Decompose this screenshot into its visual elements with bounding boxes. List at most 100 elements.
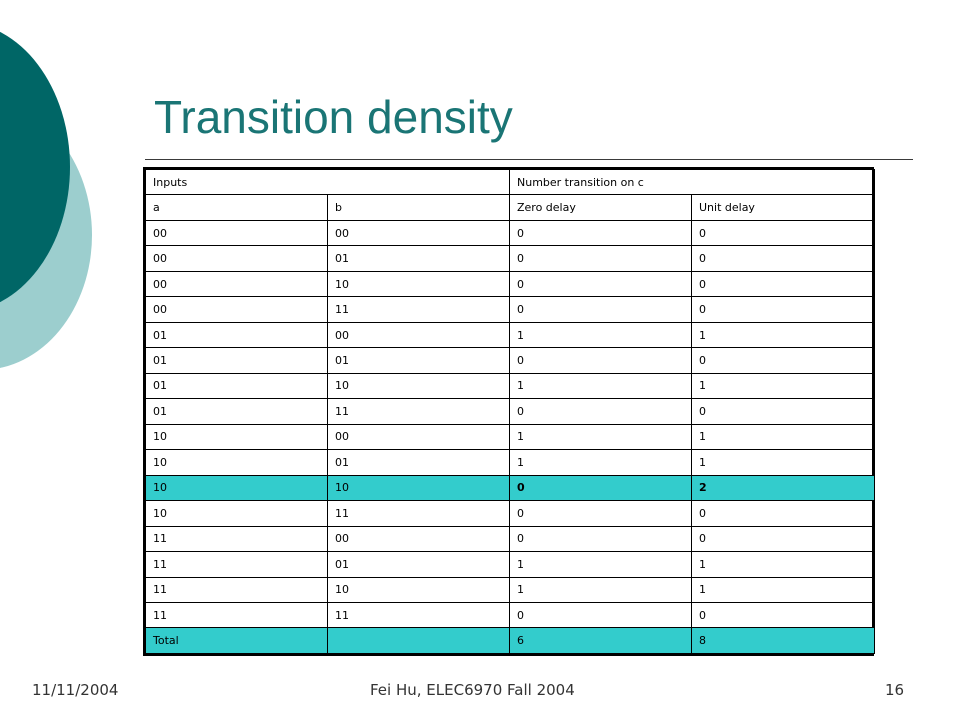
table-row: 11 01 1 1 <box>145 551 875 578</box>
cell-b: 01 <box>327 245 510 272</box>
cell-b: 00 <box>327 219 510 247</box>
cell-zero-delay: 1 <box>509 551 692 578</box>
cell-zero-delay: 1 <box>509 576 692 603</box>
cell-unit-delay: 1 <box>691 321 875 349</box>
header-unit-delay: Unit delay <box>691 194 875 221</box>
cell-zero-delay: 0 <box>509 474 692 502</box>
table-row: 00 00 0 0 <box>145 219 875 247</box>
cell-zero-delay: 1 <box>509 423 692 451</box>
table-row: 10 00 1 1 <box>145 423 875 451</box>
header-a: a <box>145 194 328 221</box>
cell-zero-delay: 0 <box>509 270 692 298</box>
table-row: 10 10 0 2 <box>145 474 875 502</box>
cell-zero-delay: 1 <box>509 449 692 476</box>
table-row: 00 11 0 0 <box>145 296 875 323</box>
cell-b: 00 <box>327 321 510 349</box>
cell-a: 11 <box>145 525 328 553</box>
table-header-row: Inputs Number transition on c <box>145 168 875 196</box>
cell-b: 00 <box>327 423 510 451</box>
table-row: 01 10 1 1 <box>145 372 875 400</box>
cell-b: 10 <box>327 270 510 298</box>
header-inputs: Inputs <box>145 168 510 196</box>
cell-b: 11 <box>327 398 510 425</box>
header-zero-delay: Zero delay <box>509 194 692 221</box>
cell-a: 01 <box>145 321 328 349</box>
cell-b: 10 <box>327 372 510 400</box>
cell-b: 01 <box>327 347 510 374</box>
cell-b: 01 <box>327 449 510 476</box>
cell-unit-delay: 0 <box>691 245 875 272</box>
table-total-row: Total 6 8 <box>145 627 875 654</box>
cell-a: 10 <box>145 474 328 502</box>
table-row: 11 11 0 0 <box>145 601 875 629</box>
cell-zero-delay: 0 <box>509 296 692 323</box>
cell-unit-delay: 0 <box>691 500 875 527</box>
header-number-transition: Number transition on c <box>509 168 875 196</box>
cell-a: 10 <box>145 423 328 451</box>
cell-a: 00 <box>145 296 328 323</box>
cell-zero-delay: 0 <box>509 347 692 374</box>
cell-b: 10 <box>327 576 510 603</box>
cell-zero-delay: 0 <box>509 398 692 425</box>
cell-a: 01 <box>145 372 328 400</box>
cell-unit-delay: 0 <box>691 219 875 247</box>
total-b <box>327 627 510 654</box>
table-row: 10 01 1 1 <box>145 449 875 476</box>
cell-a: 11 <box>145 601 328 629</box>
transition-table: Inputs Number transition on c a b Zero d… <box>143 167 875 656</box>
cell-unit-delay: 1 <box>691 423 875 451</box>
table-row: 01 00 1 1 <box>145 321 875 349</box>
cell-unit-delay: 0 <box>691 347 875 374</box>
cell-b: 10 <box>327 474 510 502</box>
cell-unit-delay: 1 <box>691 576 875 603</box>
table-row: 01 11 0 0 <box>145 398 875 425</box>
cell-b: 11 <box>327 601 510 629</box>
cell-zero-delay: 0 <box>509 500 692 527</box>
cell-unit-delay: 0 <box>691 296 875 323</box>
cell-unit-delay: 0 <box>691 270 875 298</box>
cell-b: 01 <box>327 551 510 578</box>
table-row: 11 10 1 1 <box>145 576 875 603</box>
slide-title: Transition density <box>154 91 513 143</box>
cell-zero-delay: 1 <box>509 372 692 400</box>
table-body: Inputs Number transition on c a b Zero d… <box>145 168 875 654</box>
table-row: 10 11 0 0 <box>145 500 875 527</box>
table-row: 00 01 0 0 <box>145 245 875 272</box>
table-row: 01 01 0 0 <box>145 347 875 374</box>
cell-zero-delay: 0 <box>509 219 692 247</box>
cell-b: 00 <box>327 525 510 553</box>
cell-b: 11 <box>327 500 510 527</box>
cell-a: 11 <box>145 576 328 603</box>
cell-unit-delay: 1 <box>691 372 875 400</box>
title-divider <box>145 159 913 160</box>
footer-date: 11/11/2004 <box>32 681 119 699</box>
cell-unit-delay: 0 <box>691 601 875 629</box>
cell-unit-delay: 1 <box>691 449 875 476</box>
cell-b: 11 <box>327 296 510 323</box>
cell-a: 11 <box>145 551 328 578</box>
cell-unit-delay: 0 <box>691 525 875 553</box>
cell-zero-delay: 0 <box>509 245 692 272</box>
header-b: b <box>327 194 510 221</box>
cell-a: 01 <box>145 347 328 374</box>
table-subheader-row: a b Zero delay Unit delay <box>145 194 875 221</box>
cell-zero-delay: 1 <box>509 321 692 349</box>
cell-a: 01 <box>145 398 328 425</box>
cell-unit-delay: 0 <box>691 398 875 425</box>
cell-a: 10 <box>145 500 328 527</box>
cell-zero-delay: 0 <box>509 601 692 629</box>
total-label: Total <box>145 627 328 654</box>
total-zero-delay: 6 <box>509 627 692 654</box>
footer-course: Fei Hu, ELEC6970 Fall 2004 <box>370 681 575 699</box>
cell-a: 10 <box>145 449 328 476</box>
cell-a: 00 <box>145 270 328 298</box>
cell-a: 00 <box>145 219 328 247</box>
cell-unit-delay: 2 <box>691 474 875 502</box>
cell-a: 00 <box>145 245 328 272</box>
table-row: 11 00 0 0 <box>145 525 875 553</box>
cell-zero-delay: 0 <box>509 525 692 553</box>
table-row: 00 10 0 0 <box>145 270 875 298</box>
footer-page-number: 16 <box>885 681 905 699</box>
total-unit-delay: 8 <box>691 627 875 654</box>
